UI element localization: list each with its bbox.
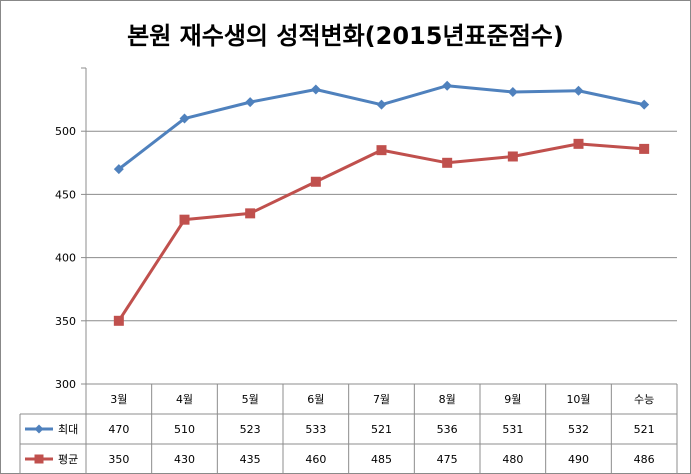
legend-label: 평균 — [58, 453, 78, 466]
data-point — [507, 87, 518, 98]
data-table-value: 435 — [240, 453, 261, 466]
data-point — [179, 113, 190, 124]
x-tick-label: 5월 — [242, 393, 259, 406]
x-tick-label: 10월 — [566, 393, 590, 406]
y-tick-label: 350 — [55, 315, 76, 328]
series-line-2 — [117, 142, 645, 322]
axes — [81, 67, 87, 385]
y-tick-label: 500 — [55, 125, 76, 138]
legend-key-marker — [34, 424, 44, 434]
data-table-value: 430 — [174, 453, 195, 466]
data-point — [113, 164, 124, 175]
y-tick-label: 450 — [55, 188, 76, 201]
series-lines — [113, 80, 650, 326]
chart-title: 본원 재수생의 성적변화(2015년표준점수) — [127, 22, 564, 50]
data-table-value: 470 — [108, 423, 129, 436]
series-line-1 — [117, 84, 645, 171]
data-point — [573, 138, 584, 149]
legend-label: 최대 — [58, 423, 78, 436]
x-tick-label: 3월 — [110, 393, 127, 406]
data-table-value: 521 — [371, 423, 392, 436]
legend-key-marker — [34, 454, 44, 464]
data-table-value: 460 — [305, 453, 326, 466]
data-table-value: 523 — [240, 423, 261, 436]
data-table-value: 490 — [568, 453, 589, 466]
data-point — [310, 176, 321, 187]
x-tick-label: 4월 — [176, 393, 193, 406]
y-tick-label: 400 — [55, 252, 76, 265]
data-table-value: 475 — [437, 453, 458, 466]
data-table-value: 480 — [502, 453, 523, 466]
data-point — [507, 151, 518, 162]
data-table-value: 521 — [634, 423, 655, 436]
data-point — [179, 214, 190, 225]
data-point — [442, 80, 453, 91]
x-tick-label: 9월 — [504, 393, 521, 406]
x-tick-label: 7월 — [373, 393, 390, 406]
data-table-value: 510 — [174, 423, 195, 436]
data-point — [376, 145, 387, 156]
data-point — [573, 85, 584, 96]
x-tick-label: 수능 — [634, 393, 654, 406]
data-point — [245, 97, 256, 108]
data-point — [113, 315, 124, 326]
data-table-value: 350 — [108, 453, 129, 466]
data-point — [639, 143, 650, 154]
x-tick-label: 6월 — [307, 393, 324, 406]
x-tick-label: 8월 — [439, 393, 456, 406]
data-point — [245, 208, 256, 219]
data-point — [376, 99, 387, 110]
data-point — [442, 157, 453, 168]
data-point — [639, 99, 650, 110]
data-table-value: 536 — [437, 423, 458, 436]
y-tick-labels: 300 350 400 450 500 — [55, 125, 76, 391]
data-table-value: 532 — [568, 423, 589, 436]
gridlines — [86, 130, 677, 322]
data-table-value: 531 — [502, 423, 523, 436]
data-point — [310, 84, 321, 95]
data-table-value: 533 — [305, 423, 326, 436]
data-table-value: 486 — [634, 453, 655, 466]
y-tick-label: 300 — [55, 378, 76, 391]
data-table-value: 485 — [371, 453, 392, 466]
